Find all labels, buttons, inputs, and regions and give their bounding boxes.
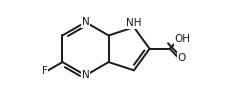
Text: N: N — [82, 17, 90, 27]
Text: O: O — [178, 53, 186, 63]
Text: OH: OH — [175, 34, 191, 44]
Text: NH: NH — [126, 18, 142, 28]
Text: F: F — [42, 66, 48, 76]
Text: N: N — [82, 70, 90, 80]
